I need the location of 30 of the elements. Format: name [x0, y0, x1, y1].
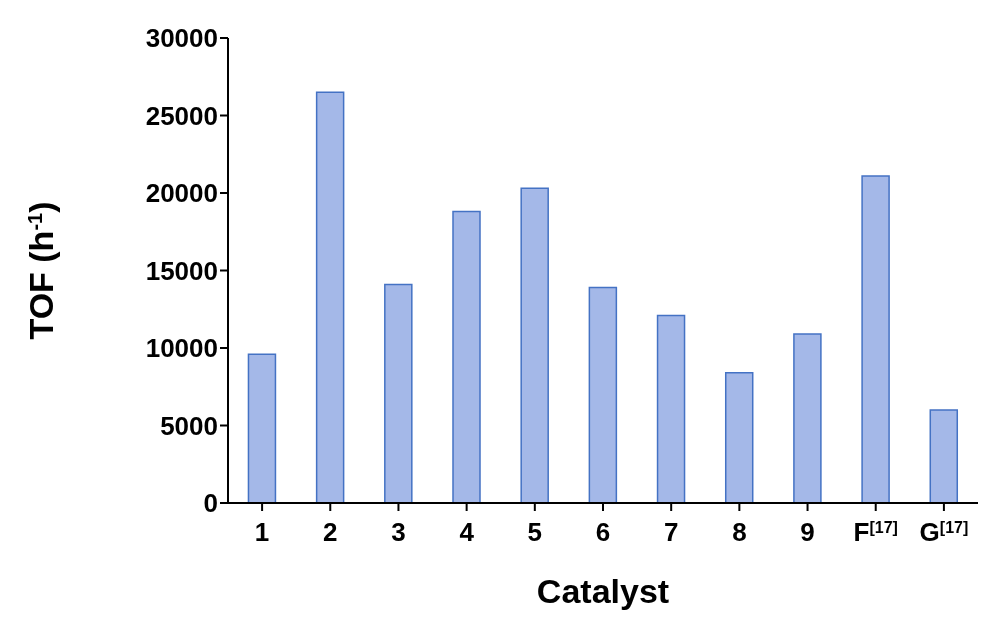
y-tick-label: 5000 — [160, 410, 218, 441]
y-tick-label: 10000 — [145, 333, 218, 364]
bar — [588, 286, 618, 503]
y-tick-label: 30000 — [145, 23, 218, 54]
bar — [656, 314, 686, 503]
x-tick-label: 9 — [800, 517, 815, 547]
bar — [452, 210, 481, 503]
x-tick-label: 8 — [732, 517, 747, 547]
x-tick-label: 6 — [595, 517, 611, 547]
bar — [520, 187, 549, 503]
bar — [247, 353, 277, 503]
x-tick-label: F$^{[17]}$ — [853, 517, 898, 547]
bar — [929, 409, 959, 503]
x-tick-label: 2 — [323, 517, 338, 547]
bar — [793, 333, 822, 503]
x-tick-label: 7 — [663, 517, 679, 547]
bar — [315, 91, 345, 503]
y-tick-label: 20000 — [145, 178, 218, 209]
bar — [861, 175, 890, 503]
y-tick-label: 25000 — [145, 100, 218, 131]
y-tick-label: 0 — [203, 488, 218, 519]
x-tick-label: 5 — [527, 517, 543, 547]
y-tick-label: 15000 — [145, 255, 218, 286]
x-tick-label: 4 — [459, 517, 475, 547]
x-tick-label: G$^{[17]}$ — [919, 517, 969, 547]
x-tick-label: 1 — [254, 517, 270, 547]
bar — [724, 372, 754, 503]
bar — [384, 283, 413, 503]
x-axis-title: Catalyst — [536, 572, 670, 610]
x-tick-label: 3 — [391, 517, 406, 547]
